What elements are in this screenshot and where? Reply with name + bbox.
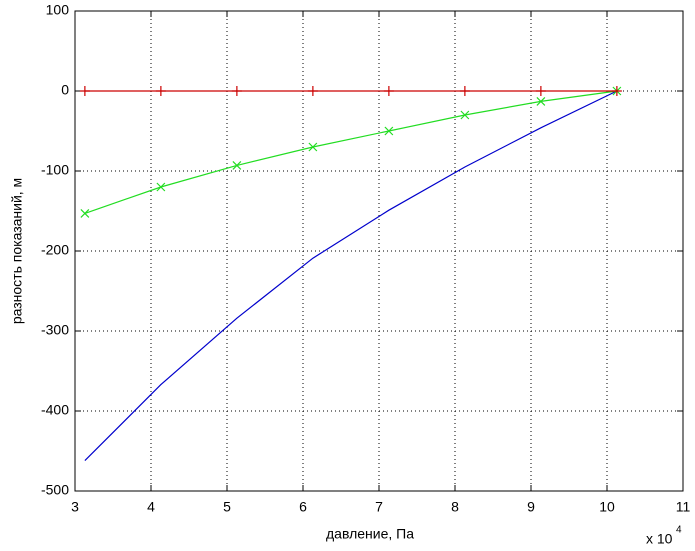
x-tick-label: 11 xyxy=(676,499,691,515)
marker xyxy=(307,86,318,96)
x-multiplier-exponent: 4 xyxy=(676,525,682,536)
y-tick-label: 0 xyxy=(61,82,69,98)
y-tick-label: -200 xyxy=(41,242,69,258)
x-tick-label: 8 xyxy=(451,499,459,515)
marker xyxy=(156,182,166,192)
marker xyxy=(308,142,318,152)
y-axis-label: разность показаний, м xyxy=(9,178,25,324)
x-multiplier-base: x 10 xyxy=(646,531,673,547)
marker xyxy=(536,96,546,106)
marker xyxy=(232,160,242,170)
marker xyxy=(155,86,166,96)
x-tick-label: 10 xyxy=(599,499,615,515)
x-tick-label: 5 xyxy=(223,499,231,515)
marker xyxy=(383,86,394,96)
marker xyxy=(460,110,470,120)
x-axis-label: давление, Па xyxy=(326,526,414,542)
x-tick-label: 7 xyxy=(375,499,383,515)
plot-frame xyxy=(74,10,684,492)
marker xyxy=(231,86,242,96)
y-tick-label: 100 xyxy=(46,2,70,18)
x-tick-label: 4 xyxy=(147,499,155,515)
y-tick-label: -400 xyxy=(41,402,69,418)
marker xyxy=(611,86,622,96)
marker xyxy=(79,86,90,96)
series-line xyxy=(84,90,617,214)
x-tick-label: 6 xyxy=(299,499,307,515)
x-tick-label: 9 xyxy=(527,499,535,515)
marker xyxy=(80,208,90,218)
y-tick-label: -100 xyxy=(41,162,69,178)
x-tick-label: 3 xyxy=(71,499,79,515)
marker xyxy=(535,86,546,96)
y-tick-label: -500 xyxy=(41,482,69,498)
marker xyxy=(459,86,470,96)
y-tick-label: -300 xyxy=(41,322,69,338)
marker xyxy=(384,126,394,136)
series-line xyxy=(84,90,618,462)
